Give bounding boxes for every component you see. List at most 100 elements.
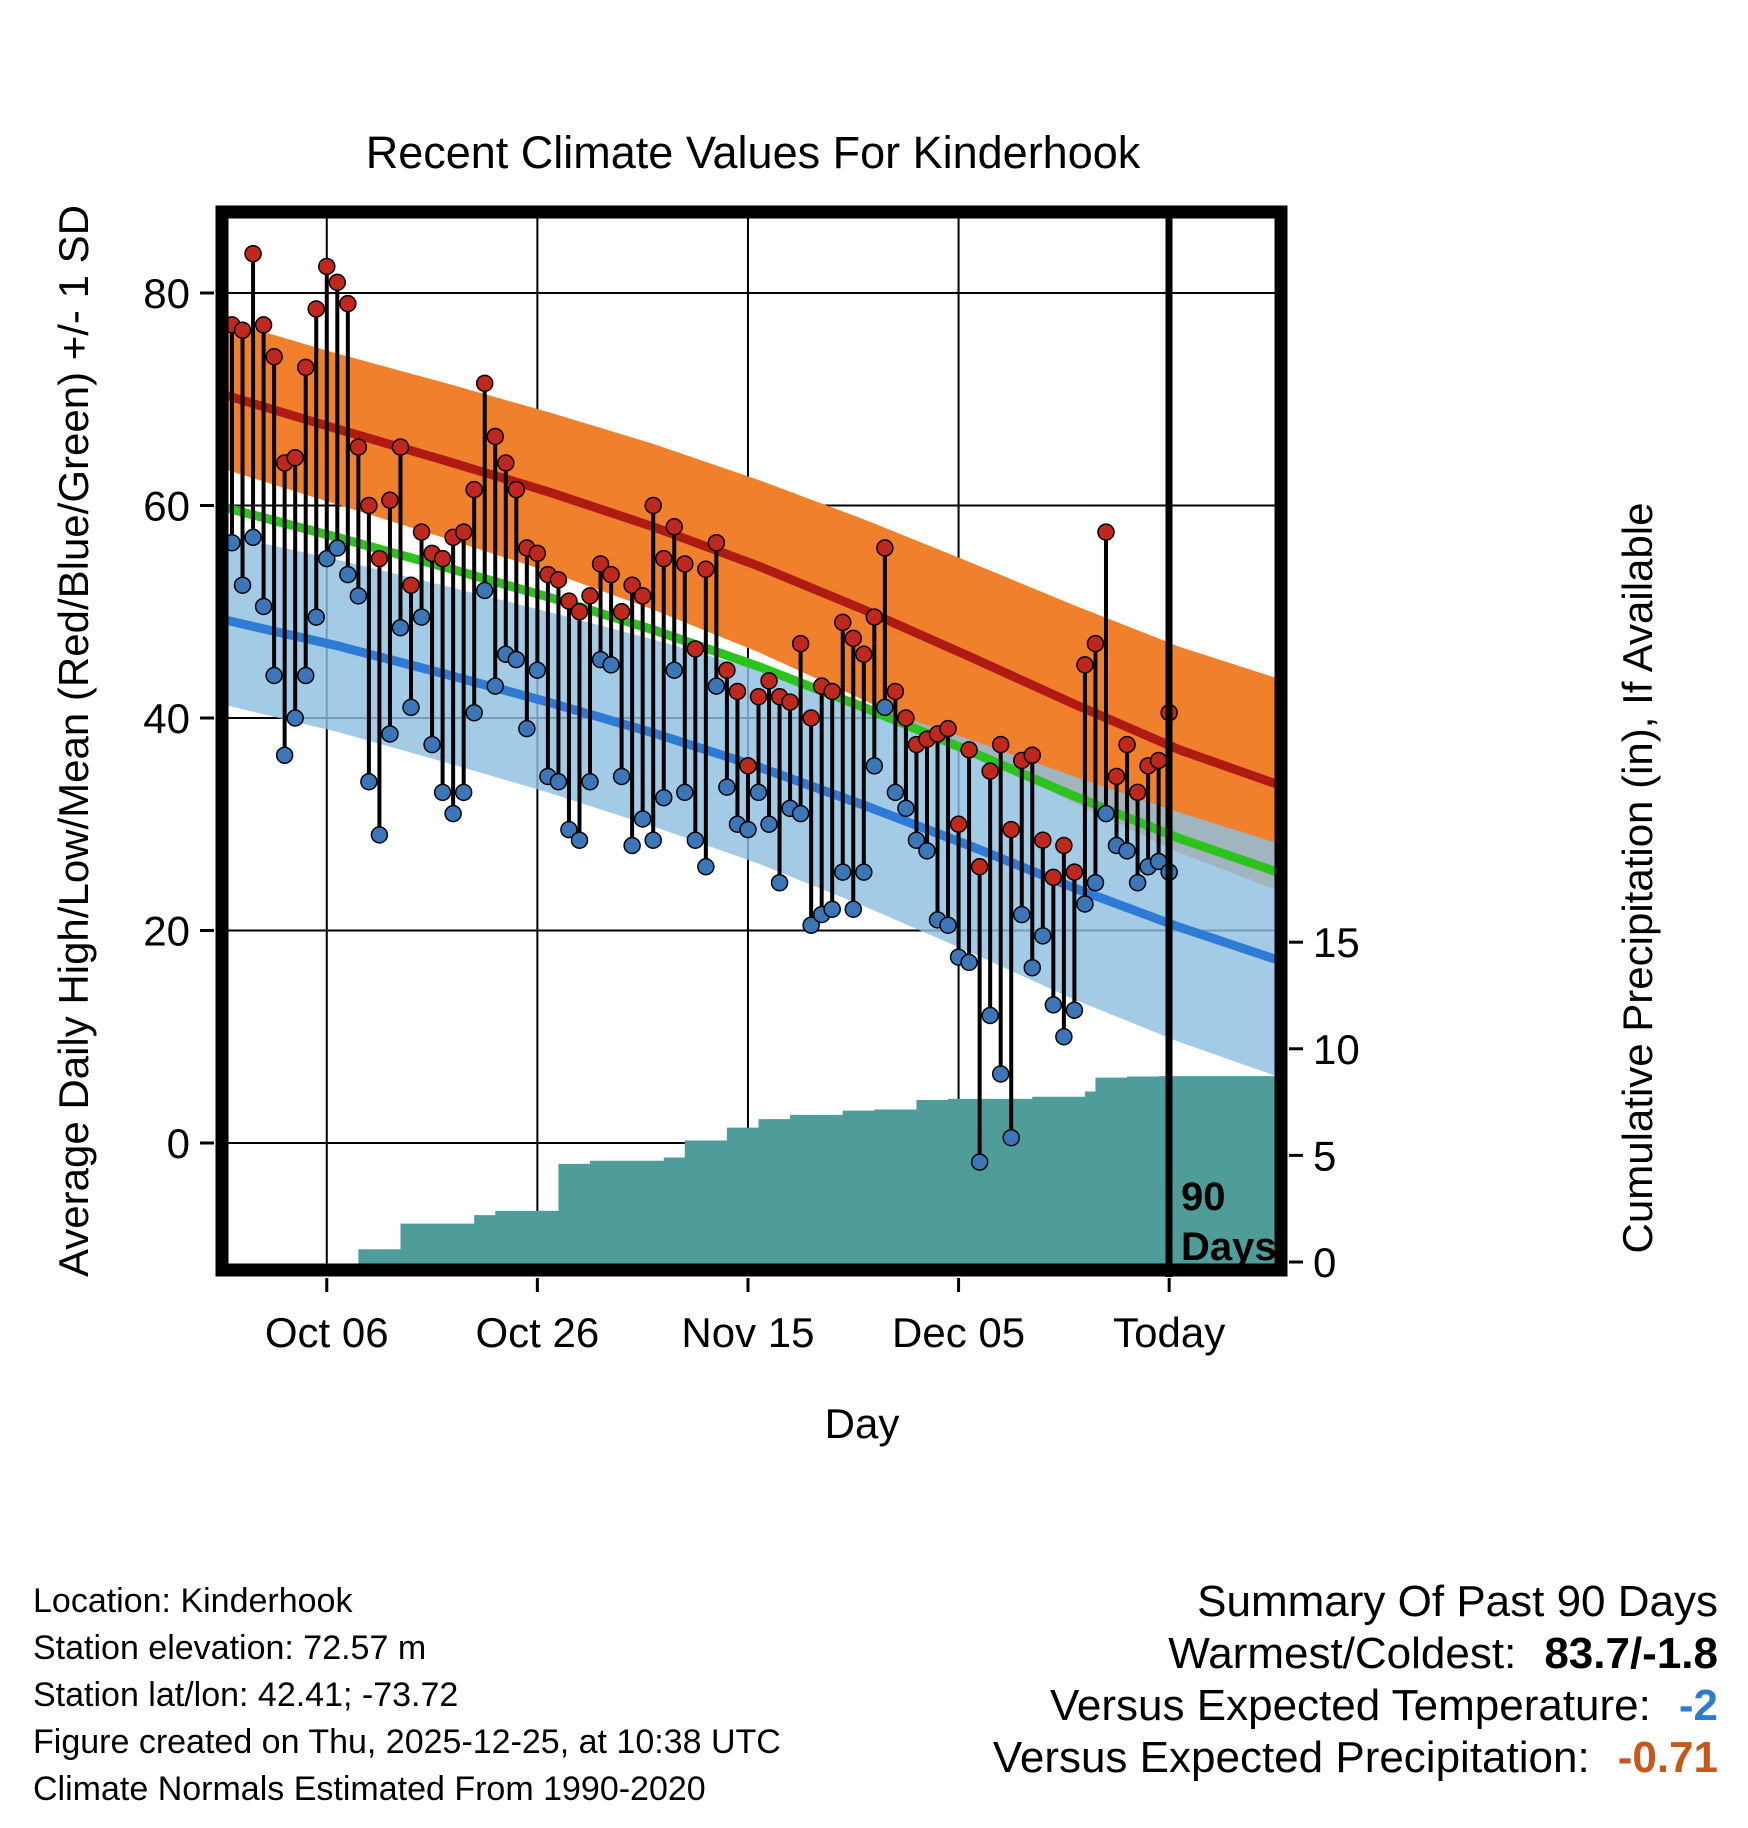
daily-low-dot (1002, 1128, 1020, 1147)
daily-low-dot (686, 831, 705, 849)
daily-low-dot (423, 735, 441, 754)
daily-low-dot (370, 826, 389, 844)
daily-low-dot (581, 773, 599, 791)
vs-temperature-value: -2 (1678, 1681, 1718, 1730)
daily-low-dot (654, 788, 673, 807)
left-tick-label: 60 (143, 483, 190, 530)
footer-line-latlon: Station lat/lon: 42.41; -73.72 (33, 1676, 459, 1714)
right-tick-label: 0 (1313, 1239, 1336, 1286)
daily-high-dot (412, 523, 431, 541)
daily-high-dot (507, 480, 526, 499)
daily-high-dot (612, 603, 631, 621)
daily-high-dot (1097, 523, 1115, 541)
daily-low-dot (360, 773, 378, 791)
daily-high-dot (402, 576, 420, 594)
daily-high-dot (802, 709, 820, 727)
daily-high-dot (244, 244, 262, 263)
vs-precipitation-label: Versus Expected Precipitation: (992, 1733, 1590, 1782)
daily-low-dot (244, 528, 262, 547)
plot-border (215, 205, 1288, 1277)
daily-low-dot (760, 815, 778, 833)
daily-low-dot (349, 587, 368, 605)
right-tick-label: 10 (1313, 1026, 1360, 1073)
daily-high-dot (528, 544, 547, 563)
daily-high-dot (960, 741, 978, 759)
daily-high-dot (296, 358, 315, 377)
daily-low-dot (286, 709, 304, 727)
warmest-coldest-value: 83.7/-1.8 (1544, 1629, 1718, 1678)
x-tick-label: Nov 15 (681, 1309, 814, 1356)
daily-low-dot (1097, 804, 1115, 823)
daily-low-dot (970, 1153, 989, 1171)
daily-low-dot (960, 953, 978, 972)
daily-high-dot (844, 629, 863, 648)
y-right-axis-label: Cumulative Precipitation (in), If Availa… (1614, 503, 1661, 1254)
daily-low-dot (402, 698, 420, 717)
left-tick-label: 40 (143, 695, 190, 742)
daily-low-dot (1023, 958, 1042, 977)
daily-low-dot (602, 656, 620, 674)
daily-low-dot (518, 719, 536, 738)
left-tick-label: 80 (143, 270, 190, 317)
daily-high-dot (1023, 746, 1042, 764)
vs-precipitation-value: -0.71 (1617, 1733, 1718, 1782)
daily-high-dot (749, 688, 768, 706)
daily-high-dot (876, 539, 894, 557)
x-tick-label: Oct 26 (476, 1309, 600, 1356)
daily-low-dot (665, 661, 684, 679)
daily-high-dot (1107, 767, 1126, 786)
daily-high-dot (760, 672, 778, 690)
daily-high-dot (633, 587, 652, 605)
daily-high-dot (623, 576, 641, 594)
daily-high-dot (654, 549, 673, 568)
daily-low-dot (381, 725, 399, 743)
vs-temperature-label: Versus Expected Temperature: (1050, 1681, 1651, 1730)
daily-low-dot (676, 783, 694, 802)
footer-line-normals: Climate Normals Estimated From 1990-2020 (33, 1770, 706, 1808)
daily-low-dot (339, 565, 357, 584)
daily-low-dot (507, 650, 526, 669)
footer-line-elevation: Station elevation: 72.57 m (33, 1629, 427, 1667)
daily-low-dot (897, 799, 915, 818)
normal-low-band (222, 534, 1281, 1078)
daily-low-dot (1013, 905, 1031, 924)
daily-high-dot (581, 587, 599, 605)
summary-row-vs-precipitation: Versus Expected Precipitation: -0.71 (993, 1732, 1718, 1784)
daily-low-dot (823, 900, 841, 918)
cumulative-precip-shape (358, 1076, 1281, 1264)
daily-high-dot (833, 613, 852, 632)
x-axis-label: Day (825, 1400, 900, 1447)
daily-high-dot (939, 719, 957, 738)
daily-high-dot (254, 316, 273, 334)
daily-high-dot (486, 427, 504, 446)
daily-highlow-stems (223, 244, 1178, 1171)
daily-low-dot (1118, 842, 1136, 860)
daily-low-dot (855, 863, 873, 881)
chart-title: Recent Climate Values For Kinderhook (366, 127, 1141, 178)
daily-low-dot (307, 608, 325, 626)
right-tick-label: 5 (1313, 1132, 1336, 1179)
daily-high-dot (433, 549, 452, 568)
daily-high-dot (855, 645, 873, 663)
daily-high-dot (381, 491, 399, 509)
daily-high-dot (339, 294, 357, 313)
daily-high-dot (497, 454, 515, 472)
daily-low-dot (275, 746, 294, 764)
daily-high-dot (1055, 836, 1073, 855)
daily-low-dot (233, 576, 252, 594)
daily-high-dot (1086, 634, 1105, 653)
daily-low-dot (865, 757, 884, 775)
daily-high-dot (360, 496, 378, 515)
axis-ticks-and-labels: 0 20 40 60 80 0 5 10 15 Oct 06 Oct 26 Nov 15 Dec 05 T… (143, 270, 1359, 1356)
x-tick-label: Oct 06 (265, 1309, 389, 1356)
daily-low-dot (633, 810, 652, 828)
left-tick-label: 20 (143, 908, 190, 955)
daily-low-dot (981, 1006, 999, 1025)
daily-low-dot (991, 1065, 1010, 1083)
daily-high-dot (549, 571, 568, 589)
daily-high-dot (644, 496, 662, 515)
summary-row-warmest-coldest: Warmest/Coldest: 83.7/-1.8 (993, 1628, 1718, 1680)
daily-low-dot (707, 677, 726, 695)
daily-low-dot (1044, 996, 1063, 1014)
x-tick-label: Dec 05 (892, 1309, 1025, 1356)
